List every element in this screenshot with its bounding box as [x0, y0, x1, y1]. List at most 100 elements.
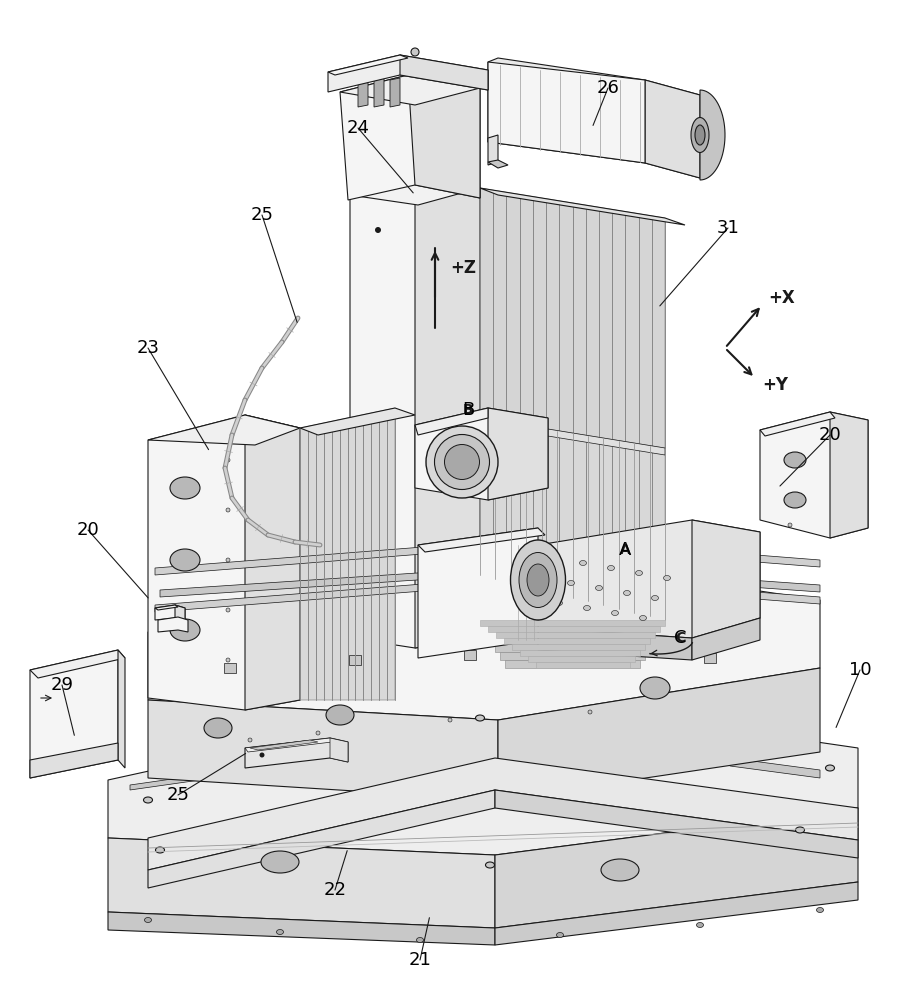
Polygon shape	[485, 628, 660, 636]
Polygon shape	[538, 520, 760, 638]
Polygon shape	[495, 790, 858, 858]
Polygon shape	[358, 78, 368, 107]
Polygon shape	[155, 605, 185, 620]
Polygon shape	[704, 653, 716, 663]
Polygon shape	[175, 605, 185, 620]
Ellipse shape	[639, 615, 646, 620]
Polygon shape	[148, 758, 858, 870]
Polygon shape	[730, 758, 820, 778]
Polygon shape	[760, 412, 835, 436]
Polygon shape	[692, 618, 760, 660]
Ellipse shape	[260, 752, 264, 758]
Polygon shape	[480, 620, 665, 628]
Polygon shape	[480, 418, 665, 455]
Text: A: A	[619, 541, 631, 559]
Polygon shape	[418, 528, 545, 552]
Ellipse shape	[795, 827, 804, 833]
Polygon shape	[330, 738, 348, 762]
Polygon shape	[300, 408, 415, 435]
Ellipse shape	[816, 908, 824, 912]
Polygon shape	[349, 655, 361, 665]
Polygon shape	[108, 695, 858, 855]
Ellipse shape	[519, 552, 557, 607]
Polygon shape	[415, 408, 488, 435]
Polygon shape	[464, 650, 476, 660]
Text: 22: 22	[323, 881, 347, 899]
Polygon shape	[408, 75, 480, 198]
Text: B: B	[463, 403, 473, 417]
Ellipse shape	[640, 677, 670, 699]
Ellipse shape	[226, 458, 230, 462]
Polygon shape	[418, 528, 538, 658]
Text: 26: 26	[597, 79, 619, 97]
Ellipse shape	[596, 585, 603, 590]
Polygon shape	[108, 912, 495, 945]
Text: 24: 24	[347, 119, 370, 137]
Polygon shape	[415, 178, 480, 648]
Polygon shape	[504, 638, 650, 644]
Polygon shape	[155, 605, 178, 610]
Polygon shape	[480, 620, 665, 626]
Polygon shape	[340, 75, 480, 200]
Polygon shape	[350, 178, 480, 648]
Ellipse shape	[326, 705, 354, 725]
Ellipse shape	[551, 556, 558, 560]
Ellipse shape	[611, 610, 618, 615]
Ellipse shape	[788, 523, 792, 527]
Polygon shape	[158, 617, 188, 632]
Ellipse shape	[784, 452, 806, 468]
Ellipse shape	[170, 619, 200, 641]
Polygon shape	[118, 650, 125, 768]
Polygon shape	[528, 656, 635, 662]
Ellipse shape	[261, 851, 299, 873]
Ellipse shape	[277, 930, 283, 934]
Polygon shape	[30, 650, 118, 778]
Text: C: C	[674, 629, 686, 647]
Polygon shape	[108, 838, 495, 928]
Polygon shape	[490, 636, 655, 644]
Polygon shape	[488, 62, 645, 163]
Polygon shape	[498, 668, 820, 800]
Polygon shape	[155, 538, 820, 575]
Polygon shape	[328, 55, 488, 92]
Text: C: C	[675, 631, 686, 645]
Ellipse shape	[170, 549, 200, 571]
Ellipse shape	[143, 797, 153, 803]
Polygon shape	[760, 412, 868, 538]
Ellipse shape	[486, 862, 495, 868]
Ellipse shape	[155, 847, 164, 853]
Ellipse shape	[510, 540, 566, 620]
Polygon shape	[480, 575, 665, 620]
Polygon shape	[480, 418, 665, 620]
Polygon shape	[400, 55, 488, 90]
Ellipse shape	[316, 731, 320, 735]
Polygon shape	[224, 663, 236, 673]
Ellipse shape	[557, 932, 564, 938]
Text: B: B	[462, 401, 474, 419]
Polygon shape	[374, 78, 384, 107]
Text: 25: 25	[166, 786, 190, 804]
Polygon shape	[480, 575, 685, 582]
Ellipse shape	[411, 48, 419, 56]
Polygon shape	[584, 657, 596, 667]
Text: 31: 31	[716, 219, 739, 237]
Polygon shape	[520, 650, 640, 656]
Ellipse shape	[636, 570, 643, 576]
Polygon shape	[340, 75, 480, 105]
Ellipse shape	[652, 595, 658, 600]
Text: 21: 21	[409, 951, 431, 969]
Polygon shape	[700, 90, 725, 180]
Ellipse shape	[226, 508, 230, 512]
Ellipse shape	[696, 922, 704, 928]
Ellipse shape	[607, 566, 615, 570]
Polygon shape	[488, 135, 498, 165]
Polygon shape	[495, 808, 858, 928]
Ellipse shape	[226, 608, 230, 612]
Polygon shape	[300, 408, 395, 700]
Ellipse shape	[825, 765, 834, 771]
Ellipse shape	[568, 580, 575, 585]
Polygon shape	[480, 188, 685, 225]
Ellipse shape	[435, 434, 489, 489]
Polygon shape	[495, 644, 650, 652]
Polygon shape	[148, 552, 820, 720]
